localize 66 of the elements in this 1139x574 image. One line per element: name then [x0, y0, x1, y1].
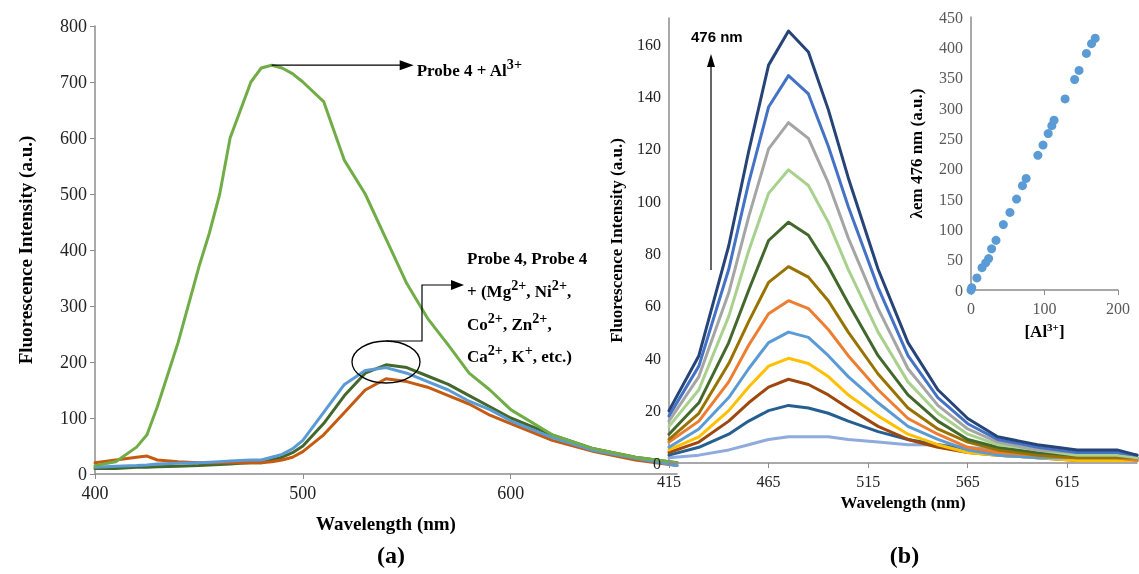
y-tick-label: 50 — [947, 251, 963, 269]
x-tick-label: 0 — [967, 299, 975, 317]
y-tick-label: 100 — [60, 408, 87, 428]
point — [1005, 207, 1015, 217]
y-tick-label: 450 — [939, 8, 963, 26]
point — [991, 235, 1001, 245]
text: (b) — [889, 542, 920, 568]
x-tick-label: 200 — [1106, 299, 1130, 317]
y-tick-label: 100 — [637, 192, 661, 210]
y-axis-title: Fluorescence Intensity (a.u.) — [15, 135, 37, 365]
point — [987, 244, 997, 254]
annotation: Probe 4 + Al$^{3+}$ — [416, 55, 522, 81]
point — [1043, 129, 1053, 139]
y-tick-label: 200 — [939, 160, 963, 178]
y-tick-label: 120 — [637, 140, 661, 158]
point — [1081, 48, 1091, 58]
y-tick-label: 800 — [60, 16, 87, 36]
point — [984, 254, 994, 264]
y-tick-label: 500 — [60, 184, 87, 204]
x-tick-label: 515 — [856, 472, 881, 490]
point — [1038, 140, 1048, 150]
y-tick-label: 200 — [60, 352, 87, 372]
x-tick-label: 615 — [1055, 472, 1080, 490]
y-tick-label: 40 — [645, 349, 661, 367]
y-tick-label: 100 — [939, 220, 963, 238]
y-tick-label: 400 — [60, 240, 87, 260]
y-tick-label: 60 — [645, 297, 661, 315]
y-axis-title: Fluorescence Intensity (a.u.) — [607, 138, 626, 343]
point — [1012, 194, 1022, 204]
y-tick-label: 300 — [939, 99, 963, 117]
y-tick-label: 250 — [939, 129, 963, 147]
y-tick-label: 350 — [939, 69, 963, 87]
y-tick-label: 160 — [637, 35, 661, 53]
x-tick-label: 100 — [1032, 299, 1057, 317]
y-tick-label: 0 — [653, 454, 661, 472]
point — [1021, 173, 1031, 183]
point — [972, 273, 982, 283]
annotation: 476 nm — [691, 28, 743, 45]
y-tick-label: 20 — [645, 402, 661, 420]
x-axis-title: Wavelength (nm) — [840, 492, 966, 512]
text: (a) — [377, 542, 405, 568]
x-tick-label: 465 — [756, 472, 781, 490]
point — [1090, 33, 1100, 43]
x-tick-label: 500 — [289, 483, 317, 503]
point — [1060, 94, 1070, 104]
y-tick-label: 140 — [637, 88, 661, 106]
point — [1049, 115, 1059, 125]
y-tick-label: 600 — [60, 128, 87, 148]
x-tick-label: 600 — [497, 483, 525, 503]
y-axis-title: λem 476 nm (a.u.) — [907, 88, 926, 219]
y-tick-label: 400 — [939, 38, 963, 56]
y-tick-label: 150 — [939, 190, 963, 208]
y-tick-label: 700 — [60, 72, 87, 92]
y-tick-label: 0 — [955, 281, 963, 299]
x-tick-label: 565 — [955, 472, 980, 490]
point — [1070, 75, 1080, 85]
y-tick-label: 80 — [645, 245, 661, 263]
text: Probe 4, Probe 4 + (Mg$^{2+}$, Ni$^{2+}$, Co$^{2+}$, Zn$^{2+}$, Ca$^{2+}$, K$^{+}$, etc.) — [467, 249, 588, 366]
x-tick-label: 415 — [657, 472, 681, 490]
point — [1033, 150, 1043, 160]
x-axis-title: Wavelength (nm) — [316, 513, 456, 535]
x-tick-label: 400 — [81, 483, 109, 503]
point — [998, 220, 1008, 230]
point — [1017, 181, 1027, 191]
y-tick-label: 300 — [60, 296, 87, 316]
point — [1074, 65, 1084, 75]
